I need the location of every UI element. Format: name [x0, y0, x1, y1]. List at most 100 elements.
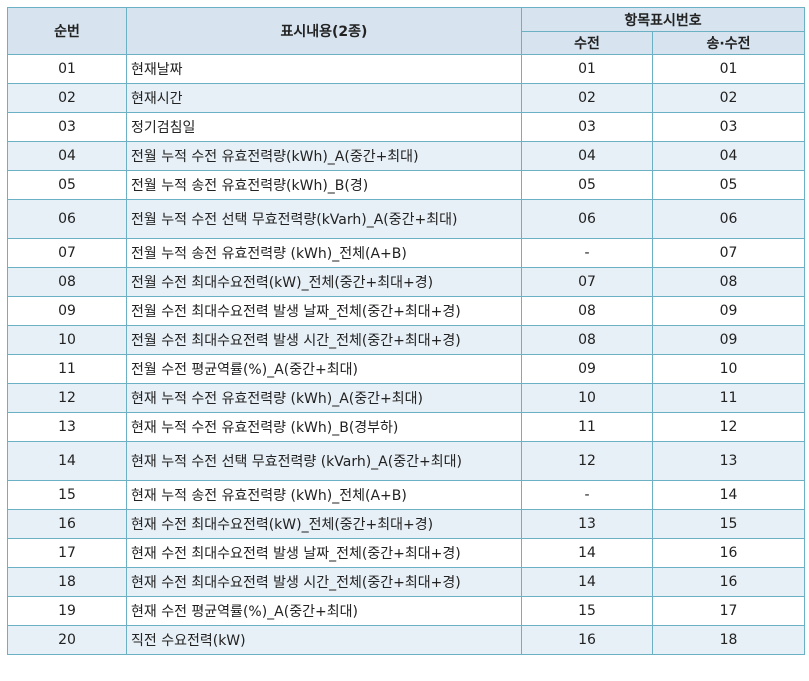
header-content: 표시내용(2종) — [126, 7, 522, 55]
row-send-receive-cell: 11 — [652, 383, 805, 413]
table-row: 05 전월 누적 송전 유효전력량(kWh)_B(경) 05 05 — [7, 170, 805, 200]
row-receive-cell: 09 — [521, 354, 653, 384]
header-item-number-group: 항목표시번호 — [521, 7, 805, 32]
row-number-cell: 04 — [7, 141, 127, 171]
row-number-cell: 14 — [7, 441, 127, 481]
row-send-receive-cell: 17 — [652, 596, 805, 626]
table-row: 11 전월 수전 평균역률(%)_A(중간+최대) 09 10 — [7, 354, 805, 384]
table-row: 19 현재 수전 평균역률(%)_A(중간+최대) 15 17 — [7, 596, 805, 626]
row-send-receive-cell: 09 — [652, 325, 805, 355]
row-number-cell: 10 — [7, 325, 127, 355]
row-receive-cell: 10 — [521, 383, 653, 413]
row-number-cell: 16 — [7, 509, 127, 539]
row-number-cell: 08 — [7, 267, 127, 297]
row-content-cell: 현재 누적 수전 유효전력량 (kWh)_B(경부하) — [126, 412, 522, 442]
table-row: 20 직전 수요전력(kW) 16 18 — [7, 625, 805, 655]
display-items-table: 순번 표시내용(2종) 항목표시번호 수전 송·수전 01 현재날짜 01 01 02 현… — [7, 7, 805, 655]
row-content-cell: 현재 누적 수전 유효전력량 (kWh)_A(중간+최대) — [126, 383, 522, 413]
row-send-receive-cell: 05 — [652, 170, 805, 200]
table-row: 10 전월 수전 최대수요전력 발생 시간_전체(중간+최대+경) 08 09 — [7, 325, 805, 355]
row-send-receive-cell: 04 — [652, 141, 805, 171]
row-receive-cell: 15 — [521, 596, 653, 626]
row-receive-cell: 04 — [521, 141, 653, 171]
row-number-cell: 09 — [7, 296, 127, 326]
table-row: 13 현재 누적 수전 유효전력량 (kWh)_B(경부하) 11 12 — [7, 412, 805, 442]
row-receive-cell: 14 — [521, 538, 653, 568]
row-number-cell: 13 — [7, 412, 127, 442]
row-content-cell: 정기검침일 — [126, 112, 522, 142]
row-send-receive-cell: 14 — [652, 480, 805, 510]
row-number-cell: 18 — [7, 567, 127, 597]
row-content-cell: 전월 누적 수전 선택 무효전력량(kVarh)_A(중간+최대) — [126, 199, 522, 239]
row-send-receive-cell: 12 — [652, 412, 805, 442]
table-row: 08 전월 수전 최대수요전력(kW)_전체(중간+최대+경) 07 08 — [7, 267, 805, 297]
row-content-cell: 전월 수전 최대수요전력(kW)_전체(중간+최대+경) — [126, 267, 522, 297]
row-number-cell: 05 — [7, 170, 127, 200]
row-number-cell: 15 — [7, 480, 127, 510]
row-send-receive-cell: 18 — [652, 625, 805, 655]
row-receive-cell: 14 — [521, 567, 653, 597]
row-content-cell: 전월 누적 송전 유효전력량(kWh)_B(경) — [126, 170, 522, 200]
row-receive-cell: 08 — [521, 325, 653, 355]
row-number-cell: 03 — [7, 112, 127, 142]
table-row: 04 전월 누적 수전 유효전력량(kWh)_A(중간+최대) 04 04 — [7, 141, 805, 171]
row-receive-cell: 13 — [521, 509, 653, 539]
row-receive-cell: 12 — [521, 441, 653, 481]
row-number-cell: 20 — [7, 625, 127, 655]
row-content-cell: 현재 수전 최대수요전력 발생 날짜_전체(중간+최대+경) — [126, 538, 522, 568]
row-number-cell: 02 — [7, 83, 127, 113]
row-content-cell: 현재 수전 최대수요전력(kW)_전체(중간+최대+경) — [126, 509, 522, 539]
row-send-receive-cell: 16 — [652, 538, 805, 568]
row-number-cell: 01 — [7, 54, 127, 84]
row-content-cell: 현재 수전 최대수요전력 발생 시간_전체(중간+최대+경) — [126, 567, 522, 597]
header-send-receive: 송·수전 — [652, 31, 805, 55]
row-receive-cell: 02 — [521, 83, 653, 113]
row-content-cell: 전월 수전 최대수요전력 발생 날짜_전체(중간+최대+경) — [126, 296, 522, 326]
row-send-receive-cell: 06 — [652, 199, 805, 239]
row-receive-cell: 16 — [521, 625, 653, 655]
row-send-receive-cell: 03 — [652, 112, 805, 142]
row-content-cell: 현재날짜 — [126, 54, 522, 84]
row-content-cell: 전월 누적 수전 유효전력량(kWh)_A(중간+최대) — [126, 141, 522, 171]
header-receive: 수전 — [521, 31, 653, 55]
table-row: 06 전월 누적 수전 선택 무효전력량(kVarh)_A(중간+최대) 06 06 — [7, 199, 805, 239]
table-row: 12 현재 누적 수전 유효전력량 (kWh)_A(중간+최대) 10 11 — [7, 383, 805, 413]
row-send-receive-cell: 16 — [652, 567, 805, 597]
row-content-cell: 직전 수요전력(kW) — [126, 625, 522, 655]
row-send-receive-cell: 07 — [652, 238, 805, 268]
row-content-cell: 현재시간 — [126, 83, 522, 113]
row-number-cell: 11 — [7, 354, 127, 384]
row-receive-cell: 08 — [521, 296, 653, 326]
row-content-cell: 전월 수전 평균역률(%)_A(중간+최대) — [126, 354, 522, 384]
row-send-receive-cell: 09 — [652, 296, 805, 326]
row-receive-cell: 03 — [521, 112, 653, 142]
table-row: 15 현재 누적 송전 유효전력량 (kWh)_전체(A+B) -14 — [7, 480, 805, 510]
row-number-cell: 17 — [7, 538, 127, 568]
table-row: 07 전월 누적 송전 유효전력량 (kWh)_전체(A+B) -07 — [7, 238, 805, 268]
row-content-cell: 현재 수전 평균역률(%)_A(중간+최대) — [126, 596, 522, 626]
row-receive-cell: - — [521, 480, 653, 510]
table-row: 16 현재 수전 최대수요전력(kW)_전체(중간+최대+경) 13 15 — [7, 509, 805, 539]
table-row: 03 정기검침일 03 03 — [7, 112, 805, 142]
row-number-cell: 06 — [7, 199, 127, 239]
table-header: 순번 표시내용(2종) 항목표시번호 수전 송·수전 — [7, 7, 805, 55]
row-content-cell: 현재 누적 송전 유효전력량 (kWh)_전체(A+B) — [126, 480, 522, 510]
row-receive-cell: 01 — [521, 54, 653, 84]
table-row: 14 현재 누적 수전 선택 무효전력량 (kVarh)_A(중간+최대) 12 13 — [7, 441, 805, 481]
row-send-receive-cell: 08 — [652, 267, 805, 297]
row-receive-cell: 07 — [521, 267, 653, 297]
row-send-receive-cell: 01 — [652, 54, 805, 84]
row-number-cell: 12 — [7, 383, 127, 413]
row-send-receive-cell: 10 — [652, 354, 805, 384]
row-send-receive-cell: 15 — [652, 509, 805, 539]
row-receive-cell: 06 — [521, 199, 653, 239]
table-row: 01 현재날짜 01 01 — [7, 54, 805, 84]
table-row: 18 현재 수전 최대수요전력 발생 시간_전체(중간+최대+경) 14 16 — [7, 567, 805, 597]
row-content-cell: 전월 누적 송전 유효전력량 (kWh)_전체(A+B) — [126, 238, 522, 268]
table-row: 09 전월 수전 최대수요전력 발생 날짜_전체(중간+최대+경) 08 09 — [7, 296, 805, 326]
row-content-cell: 전월 수전 최대수요전력 발생 시간_전체(중간+최대+경) — [126, 325, 522, 355]
row-number-cell: 07 — [7, 238, 127, 268]
row-send-receive-cell: 13 — [652, 441, 805, 481]
table-row: 02 현재시간 02 02 — [7, 83, 805, 113]
table-row: 17 현재 수전 최대수요전력 발생 날짜_전체(중간+최대+경) 14 16 — [7, 538, 805, 568]
